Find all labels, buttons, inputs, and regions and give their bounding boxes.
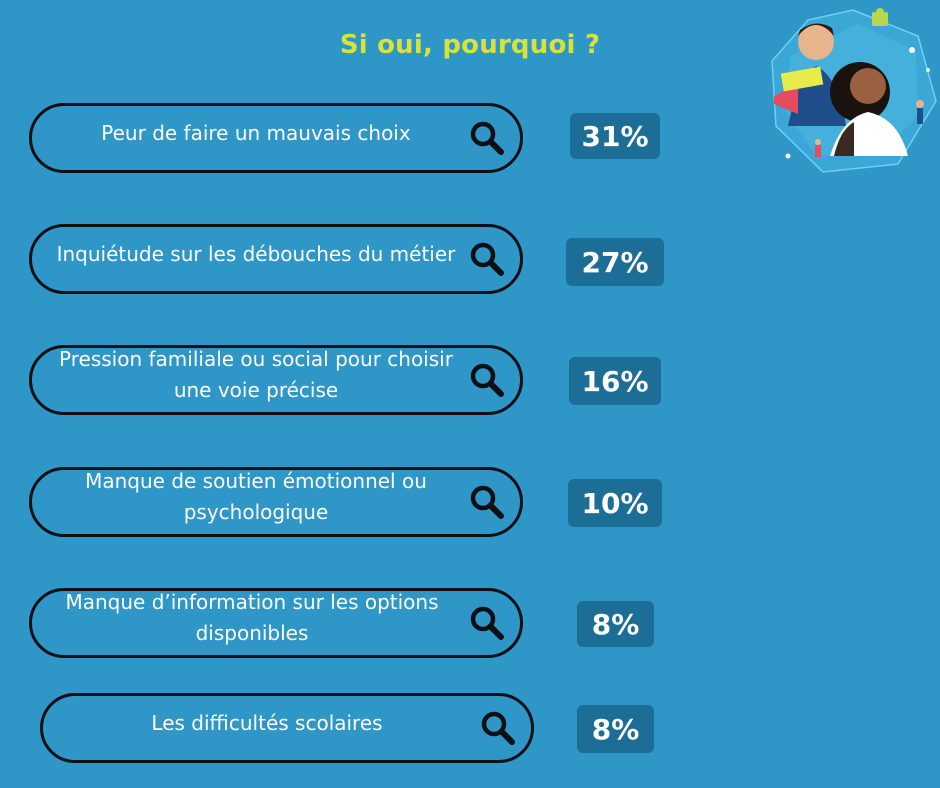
percent-badge: 31% xyxy=(570,113,660,159)
search-icon xyxy=(481,711,515,745)
percent-badge: 8% xyxy=(577,601,654,647)
reason-pill: Manque d’information sur les options dis… xyxy=(29,588,523,658)
search-icon xyxy=(470,121,504,155)
students-illustration xyxy=(771,8,937,173)
reason-pill: Pression familiale ou social pour choisi… xyxy=(29,345,523,415)
reason-pill: Inquiétude sur les débouches du métier xyxy=(29,224,523,294)
percent-badge: 8% xyxy=(577,705,654,753)
percent-badge: 16% xyxy=(569,357,661,405)
percent-badge: 27% xyxy=(566,238,664,286)
percent-badge: 10% xyxy=(568,479,662,527)
reason-pill: Les difficultés scolaires xyxy=(40,693,534,763)
reason-label: Inquiétude sur les débouches du métier xyxy=(56,241,456,266)
reason-label: Manque d’information sur les options dis… xyxy=(65,590,439,645)
search-icon xyxy=(470,363,504,397)
reason-label: Manque de soutien émotionnel ou psycholo… xyxy=(85,469,427,524)
reason-label: Les difficultés scolaires xyxy=(151,710,383,735)
search-icon xyxy=(470,606,504,640)
reason-pill: Manque de soutien émotionnel ou psycholo… xyxy=(29,467,523,537)
reason-label: Pression familiale ou social pour choisi… xyxy=(59,347,453,402)
page-title: Si oui, pourquoi ? xyxy=(339,30,601,60)
search-icon xyxy=(470,242,504,276)
search-icon xyxy=(470,485,504,519)
reason-label: Peur de faire un mauvais choix xyxy=(101,120,411,145)
reason-pill: Peur de faire un mauvais choix xyxy=(29,103,523,173)
